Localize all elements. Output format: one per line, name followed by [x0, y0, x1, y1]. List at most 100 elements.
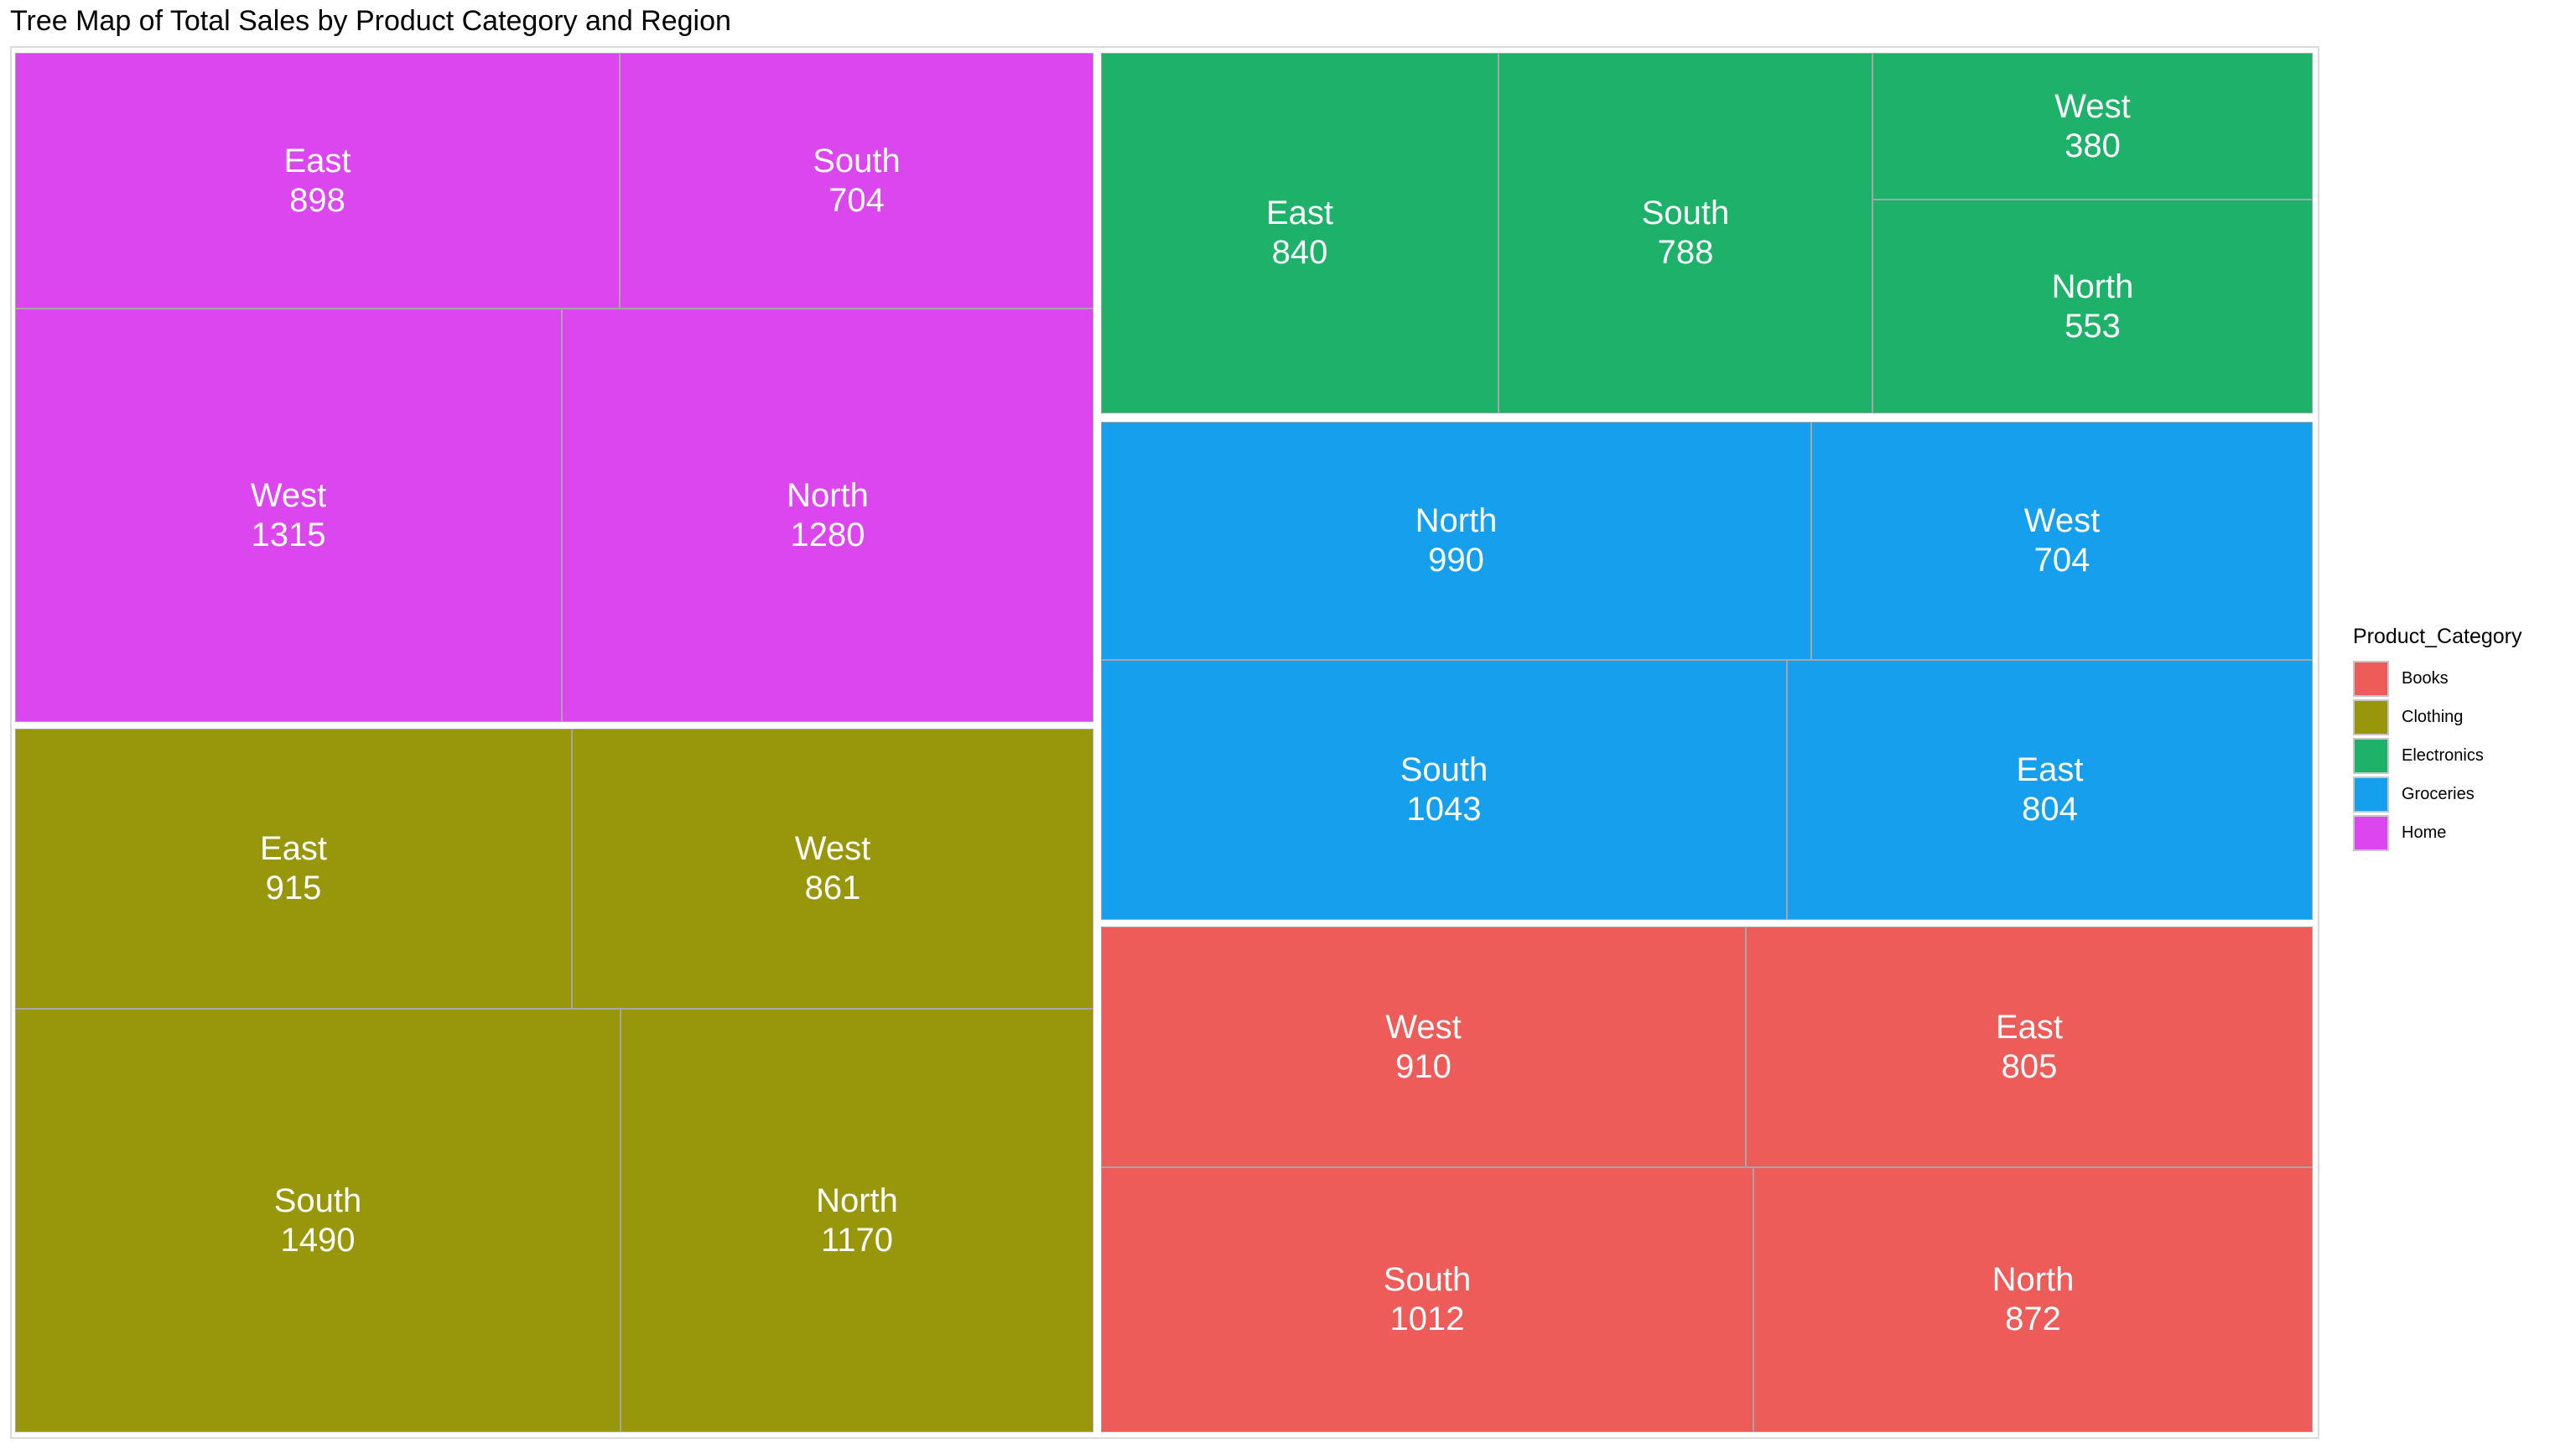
tile-label: West 910 — [1385, 1008, 1461, 1087]
tile-region: South — [813, 142, 901, 179]
tile-value: 1490 — [280, 1221, 356, 1259]
tile-label: South 1043 — [1400, 750, 1488, 829]
tile-label: North 990 — [1415, 501, 1498, 580]
treemap-tile-home-west[interactable]: West 1315 — [15, 309, 562, 722]
tile-region: North — [1992, 1261, 2075, 1298]
treemap-plot: East 898 South 704 West 1315 North 1280 East 915 W… — [12, 48, 2318, 1437]
treemap-tile-groceries-north[interactable]: North 990 — [1101, 422, 1811, 660]
tile-label: North 1280 — [787, 476, 869, 555]
treemap-tile-clothing-west[interactable]: West 861 — [572, 729, 1093, 1009]
treemap-tile-books-north[interactable]: North 872 — [1753, 1167, 2313, 1432]
tile-value: 805 — [2001, 1047, 2058, 1085]
tile-value: 990 — [1428, 542, 1484, 579]
treemap-tile-home-south[interactable]: South 704 — [620, 53, 1093, 309]
tile-value: 1170 — [820, 1221, 893, 1259]
tile-label: South 704 — [813, 142, 901, 221]
tile-value: 1315 — [251, 516, 326, 553]
legend-label: Books — [2402, 669, 2449, 688]
tile-label: North 553 — [2052, 267, 2134, 346]
tile-region: East — [259, 830, 328, 867]
tile-value: 1280 — [790, 516, 865, 553]
legend-label: Electronics — [2402, 746, 2484, 765]
chart-title: Tree Map of Total Sales by Product Categ… — [10, 5, 731, 37]
tile-region: East — [2016, 751, 2084, 788]
tile-label: East 915 — [260, 829, 327, 908]
legend-swatch-icon — [2353, 661, 2389, 697]
tile-value: 872 — [2005, 1301, 2061, 1337]
treemap-tile-home-east[interactable]: East 898 — [15, 53, 620, 309]
tile-label: South 788 — [1642, 194, 1730, 273]
tile-value: 553 — [2064, 307, 2121, 345]
treemap-tile-groceries-east[interactable]: East 804 — [1787, 660, 2313, 920]
tile-region: North — [2051, 267, 2134, 305]
tile-label: South 1490 — [274, 1182, 362, 1260]
legend-label: Home — [2402, 823, 2447, 842]
tile-value: 804 — [2022, 791, 2078, 828]
legend-label: Groceries — [2402, 785, 2475, 803]
treemap-tile-groceries-west[interactable]: West 704 — [1811, 422, 2313, 660]
tile-label: East 805 — [1996, 1008, 2063, 1087]
tile-value: 861 — [804, 870, 861, 906]
tile-label: North 872 — [1992, 1260, 2075, 1339]
tile-label: East 898 — [283, 142, 351, 221]
legend-swatch-icon — [2353, 699, 2389, 735]
tile-region: West — [794, 830, 871, 867]
tile-label: East 804 — [2016, 750, 2083, 829]
tile-label: North 1170 — [816, 1182, 898, 1260]
treemap-tile-clothing-north[interactable]: North 1170 — [621, 1009, 1093, 1432]
tile-label: West 380 — [2054, 87, 2130, 166]
tile-value: 910 — [1395, 1047, 1452, 1085]
treemap-tile-books-east[interactable]: East 805 — [1746, 927, 2313, 1167]
tile-label: South 1012 — [1384, 1260, 1472, 1339]
tile-region: East — [283, 142, 351, 179]
legend-label: Clothing — [2402, 708, 2464, 726]
tile-region: North — [816, 1182, 898, 1219]
legend-item-home[interactable]: Home — [2353, 815, 2522, 851]
tile-value: 915 — [265, 870, 322, 906]
legend: Product_Category Books Clothing Electronic… — [2353, 625, 2522, 854]
treemap-tile-clothing-east[interactable]: East 915 — [15, 729, 572, 1009]
tile-value: 788 — [1657, 234, 1714, 271]
tile-value: 704 — [2033, 542, 2090, 579]
legend-items: Books Clothing Electronics Groceries Home — [2353, 661, 2522, 851]
legend-swatch-icon — [2353, 776, 2389, 813]
treemap-tile-electronics-west[interactable]: West 380 — [1872, 53, 2313, 200]
legend-item-clothing[interactable]: Clothing — [2353, 699, 2522, 735]
tile-region: West — [250, 476, 327, 514]
treemap-tile-books-south[interactable]: South 1012 — [1101, 1167, 1753, 1432]
tile-label: West 704 — [2024, 501, 2100, 580]
legend-item-books[interactable]: Books — [2353, 661, 2522, 697]
tile-value: 1043 — [1406, 791, 1482, 828]
tile-label: West 1315 — [251, 476, 326, 555]
treemap-tile-electronics-east[interactable]: East 840 — [1101, 53, 1498, 413]
treemap-tile-home-north[interactable]: North 1280 — [562, 309, 1093, 722]
tile-label: West 861 — [795, 829, 870, 908]
treemap-tile-books-west[interactable]: West 910 — [1101, 927, 1746, 1167]
tile-region: West — [2054, 87, 2131, 125]
tile-region: West — [1385, 1008, 1462, 1046]
tile-region: North — [1415, 502, 1498, 539]
tile-value: 704 — [828, 181, 885, 219]
legend-title: Product_Category — [2353, 625, 2522, 648]
tile-region: South — [273, 1182, 362, 1219]
treemap-tile-electronics-south[interactable]: South 788 — [1498, 53, 1872, 413]
tile-label: East 840 — [1266, 194, 1333, 273]
legend-item-electronics[interactable]: Electronics — [2353, 738, 2522, 774]
tile-value: 380 — [2064, 127, 2121, 164]
tile-region: South — [1383, 1261, 1472, 1298]
tile-region: South — [1400, 751, 1488, 788]
tile-value: 1012 — [1389, 1301, 1465, 1337]
tile-value: 898 — [289, 181, 345, 219]
tile-region: South — [1641, 195, 1730, 231]
treemap-tile-electronics-north[interactable]: North 553 — [1872, 200, 2313, 413]
tile-region: East — [1265, 195, 1334, 231]
treemap-tile-clothing-south[interactable]: South 1490 — [15, 1009, 621, 1432]
legend-swatch-icon — [2353, 815, 2389, 851]
tile-value: 840 — [1271, 234, 1328, 271]
legend-item-groceries[interactable]: Groceries — [2353, 776, 2522, 813]
treemap-tile-groceries-south[interactable]: South 1043 — [1101, 660, 1787, 920]
tile-region: West — [2023, 502, 2101, 539]
tile-region: North — [787, 476, 869, 514]
legend-swatch-icon — [2353, 738, 2389, 774]
